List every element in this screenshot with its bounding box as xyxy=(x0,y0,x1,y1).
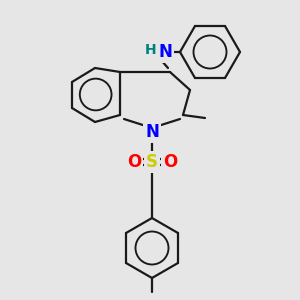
Text: S: S xyxy=(146,153,158,171)
Text: H: H xyxy=(145,43,157,57)
Text: O: O xyxy=(163,153,177,171)
Text: N: N xyxy=(145,123,159,141)
Text: O: O xyxy=(127,153,141,171)
Text: N: N xyxy=(158,43,172,61)
